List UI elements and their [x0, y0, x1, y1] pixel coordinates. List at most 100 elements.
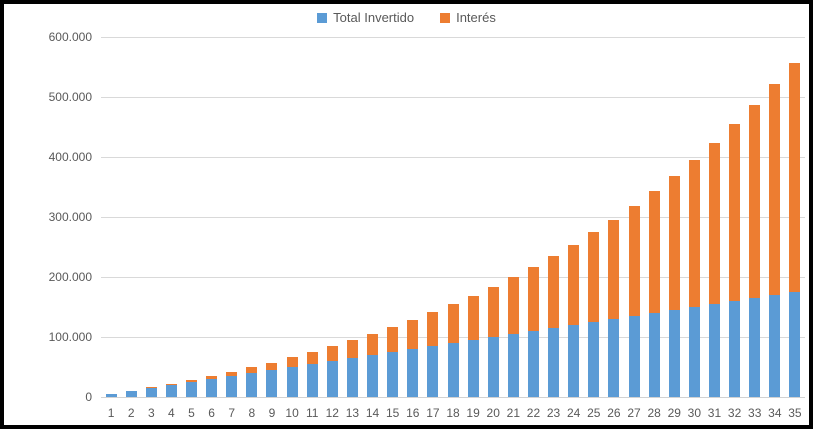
- bar-period-22: [527, 266, 539, 397]
- x-axis-tick-label: 31: [707, 406, 722, 420]
- bar-segment-total-invertido: [447, 342, 459, 397]
- x-axis-tick-label: 6: [208, 406, 215, 420]
- bar-period-3: [145, 387, 157, 397]
- x-axis-tick-label: 14: [365, 406, 380, 420]
- gridline: [101, 37, 805, 38]
- bar-period-28: [648, 191, 660, 397]
- y-axis-tick-label: 500.000: [48, 90, 92, 104]
- legend-swatch-interes: [440, 12, 451, 23]
- bar-segment-total-invertido: [628, 315, 640, 397]
- bar-segment-total-invertido: [407, 348, 419, 397]
- x-axis-tick-label: 9: [268, 406, 276, 420]
- x-axis-tick-label: 27: [627, 406, 641, 420]
- bar-segment-interes: [326, 346, 338, 361]
- legend-item-total-invertido: Total Invertido: [317, 10, 414, 25]
- bar-segment-total-invertido: [789, 291, 801, 397]
- bar-segment-total-invertido: [467, 339, 479, 397]
- x-axis-line: [101, 397, 805, 398]
- bar-segment-interes: [688, 159, 700, 307]
- bar-segment-total-invertido: [246, 372, 258, 397]
- bar-period-19: [467, 295, 479, 397]
- gridline: [101, 157, 805, 158]
- bar-segment-total-invertido: [145, 387, 157, 397]
- bar-segment-interes: [789, 62, 801, 292]
- legend-label-total-invertido: Total Invertido: [333, 10, 415, 25]
- bar-period-7: [226, 371, 238, 397]
- bar-segment-interes: [306, 352, 318, 364]
- x-axis-tick-label: 32: [727, 406, 742, 420]
- bar-period-32: [729, 124, 741, 397]
- x-axis-tick-label: 4: [168, 406, 175, 420]
- bar-period-18: [447, 304, 459, 397]
- chart-legend: Total Invertido Interés: [4, 10, 809, 25]
- bar-segment-interes: [608, 219, 620, 319]
- bar-period-20: [487, 286, 499, 397]
- x-axis-tick-label: 7: [228, 406, 236, 420]
- bar-segment-interes: [407, 319, 419, 349]
- bar-segment-total-invertido: [266, 369, 278, 397]
- y-axis-tick-label: 0: [85, 390, 92, 404]
- bar-period-8: [246, 367, 258, 397]
- bar-segment-total-invertido: [769, 294, 781, 397]
- x-axis-tick-label: 30: [687, 406, 702, 420]
- bar-segment-total-invertido: [668, 309, 680, 397]
- bar-period-10: [286, 357, 298, 397]
- x-axis-tick-label: 5: [188, 406, 195, 420]
- bar-segment-interes: [628, 205, 640, 316]
- bar-period-1: [105, 394, 117, 397]
- plot-area: 600.000 500.000 400.000 300.000 200.000 100.0…: [4, 4, 809, 425]
- bar-segment-interes: [548, 256, 560, 328]
- x-axis-tick-label: 2: [127, 406, 135, 420]
- bar-period-13: [346, 340, 358, 397]
- bar-segment-interes: [226, 371, 238, 376]
- x-axis-tick-label: 29: [667, 406, 681, 420]
- bar-period-9: [266, 362, 278, 397]
- x-axis-tick-label: 21: [506, 406, 520, 420]
- x-axis-tick-label: 25: [587, 406, 601, 420]
- bar-segment-total-invertido: [367, 354, 379, 397]
- bar-period-35: [789, 62, 801, 397]
- bar-segment-interes: [588, 232, 600, 322]
- bar-segment-interes: [427, 312, 439, 346]
- x-axis-tick-label: 17: [426, 406, 440, 420]
- bar-segment-interes: [246, 367, 258, 373]
- bar-segment-interes: [729, 124, 741, 301]
- x-axis-tick-label: 11: [305, 406, 319, 420]
- x-axis-tick-label: 33: [748, 406, 762, 420]
- bar-segment-total-invertido: [206, 378, 218, 397]
- x-axis-tick-label: 3: [147, 406, 155, 420]
- legend-swatch-total-invertido: [317, 12, 328, 23]
- legend-item-interes: Interés: [440, 10, 496, 25]
- bar-segment-interes: [145, 387, 157, 388]
- bar-period-21: [507, 277, 519, 397]
- x-axis-tick-label: 15: [385, 406, 400, 420]
- bar-segment-interes: [206, 376, 218, 379]
- gridline: [101, 277, 805, 278]
- bar-segment-interes: [568, 244, 580, 325]
- bar-period-30: [688, 159, 700, 397]
- bar-period-33: [749, 104, 761, 397]
- bar-segment-total-invertido: [588, 321, 600, 397]
- bar-segment-interes: [769, 84, 781, 295]
- bar-period-15: [387, 327, 399, 397]
- x-axis-tick-label: 24: [566, 406, 581, 420]
- bar-segment-interes: [487, 286, 499, 337]
- bar-segment-total-invertido: [648, 312, 660, 397]
- bar-segment-interes: [708, 142, 720, 304]
- bar-segment-interes: [186, 380, 197, 382]
- bar-segment-total-invertido: [346, 357, 358, 397]
- bar-segment-total-invertido: [568, 324, 580, 397]
- bar-segment-total-invertido: [286, 366, 298, 397]
- x-axis-tick-label: 26: [607, 406, 621, 420]
- bar-period-6: [206, 376, 218, 397]
- bar-segment-total-invertido: [306, 363, 318, 397]
- y-axis-tick-label: 100.000: [48, 330, 92, 344]
- bar-period-31: [708, 142, 720, 397]
- y-axis-tick-label: 200.000: [48, 270, 92, 284]
- bar-segment-total-invertido: [608, 318, 620, 397]
- x-axis-tick-label: 34: [768, 406, 782, 420]
- bar-period-11: [306, 352, 318, 397]
- bar-segment-total-invertido: [226, 375, 238, 397]
- bar-segment-total-invertido: [548, 327, 560, 397]
